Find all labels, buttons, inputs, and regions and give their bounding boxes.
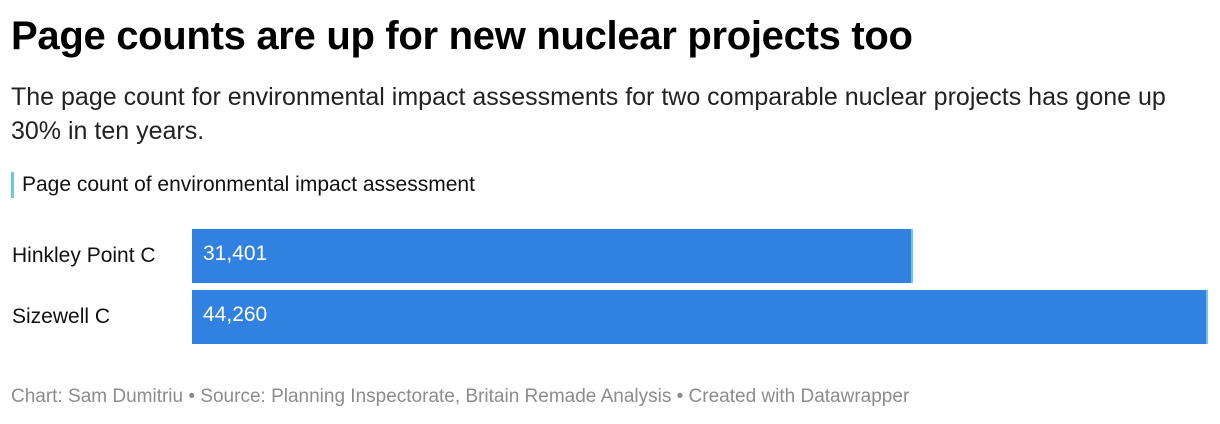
bar-value-label: 31,401	[203, 242, 268, 265]
series-legend: Page count of environmental impact asses…	[11, 172, 475, 198]
bar: 31,401	[192, 229, 913, 283]
legend-color-bar	[11, 172, 14, 198]
bar-end-marker	[911, 229, 913, 283]
chart-footer: Chart: Sam Dumitriu • Source: Planning I…	[11, 386, 910, 407]
page-subtitle: The page count for environmental impact …	[11, 83, 1166, 145]
page-title: Page counts are up for new nuclear proje…	[11, 14, 913, 58]
bar-end-marker	[1206, 290, 1208, 344]
legend-label: Page count of environmental impact asses…	[22, 173, 475, 196]
category-label: Sizewell C	[12, 305, 111, 328]
category-label: Hinkley Point C	[12, 244, 156, 267]
bar-value-label: 44,260	[203, 303, 268, 326]
bar: 44,260	[192, 290, 1208, 344]
